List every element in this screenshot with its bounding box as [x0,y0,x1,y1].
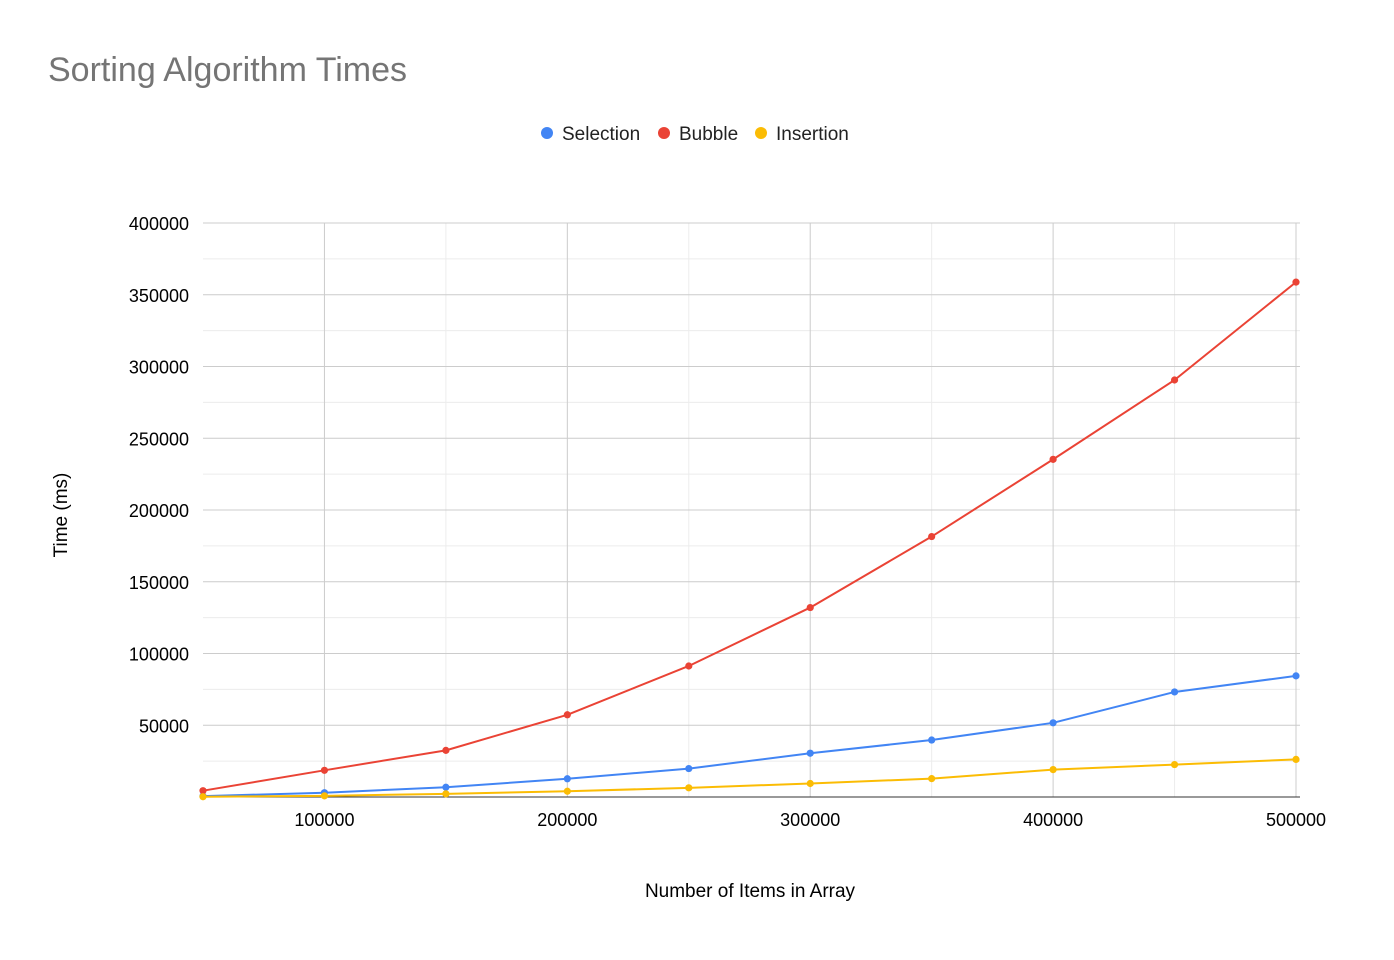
y-axis-tick-labels: 50000 100000 150000 200000 250000 300000 35000… [129,214,189,736]
data-point [806,749,814,757]
data-point [199,793,207,801]
data-point [563,787,571,795]
series-insertion [199,755,1300,801]
legend-label: Selection [562,124,640,145]
data-point [1170,376,1179,384]
data-point [928,532,936,541]
data-point [442,746,450,754]
y-tick-label: 400000 [129,214,189,234]
y-tick-label: 100000 [129,645,189,665]
data-point [199,787,207,795]
series-line [202,674,1297,798]
data-point [442,783,450,791]
data-point [685,764,693,773]
data-point [1292,755,1300,764]
x-tick-label: 500000 [1266,810,1326,830]
legend-marker-icon [658,127,670,139]
grid-major [203,222,1300,798]
data-point [1170,688,1179,696]
x-axis-label: Number of Items in Array [645,881,856,902]
chart-title: Sorting Algorithm Times [48,51,407,89]
data-point [685,662,693,670]
data-point [320,792,329,800]
data-point [442,790,450,798]
y-tick-label: 350000 [129,286,189,306]
data-point [1049,719,1057,727]
legend-label: Bubble [679,124,738,145]
series-line [202,281,1297,792]
x-tick-label: 300000 [780,810,840,830]
data-point [928,736,936,744]
legend-label: Insertion [776,124,849,145]
y-tick-label: 150000 [129,573,189,593]
data-point [563,775,571,783]
x-axis-tick-labels: 100000 200000 300000 400000 500000 [294,810,1326,830]
data-point [1170,760,1179,769]
y-tick-label: 300000 [129,358,189,378]
series-bubble [199,278,1300,795]
y-axis-label: Time (ms) [51,473,72,558]
series-selection [199,672,1300,800]
y-tick-label: 200000 [129,501,189,521]
data-point [1292,672,1300,680]
legend-item-bubble: Bubble [658,124,738,145]
x-tick-label: 400000 [1023,810,1083,830]
data-point [1049,765,1057,774]
data-point [806,603,814,612]
data-point [1292,278,1300,286]
legend-marker-icon [755,127,767,139]
legend-item-insertion: Insertion [755,124,849,145]
legend: Selection Bubble Insertion [541,124,849,145]
series-layer [199,278,1300,801]
data-point [928,775,936,783]
x-tick-label: 200000 [537,810,597,830]
data-point [563,711,571,719]
legend-marker-icon [541,127,553,139]
data-point [685,784,693,792]
x-tick-label: 100000 [294,810,354,830]
data-point [1049,455,1057,463]
series-line [202,758,1297,798]
y-tick-label: 50000 [139,716,189,736]
data-point [320,766,329,774]
legend-item-selection: Selection [541,124,640,145]
y-tick-label: 250000 [129,429,189,449]
data-point [806,779,814,788]
